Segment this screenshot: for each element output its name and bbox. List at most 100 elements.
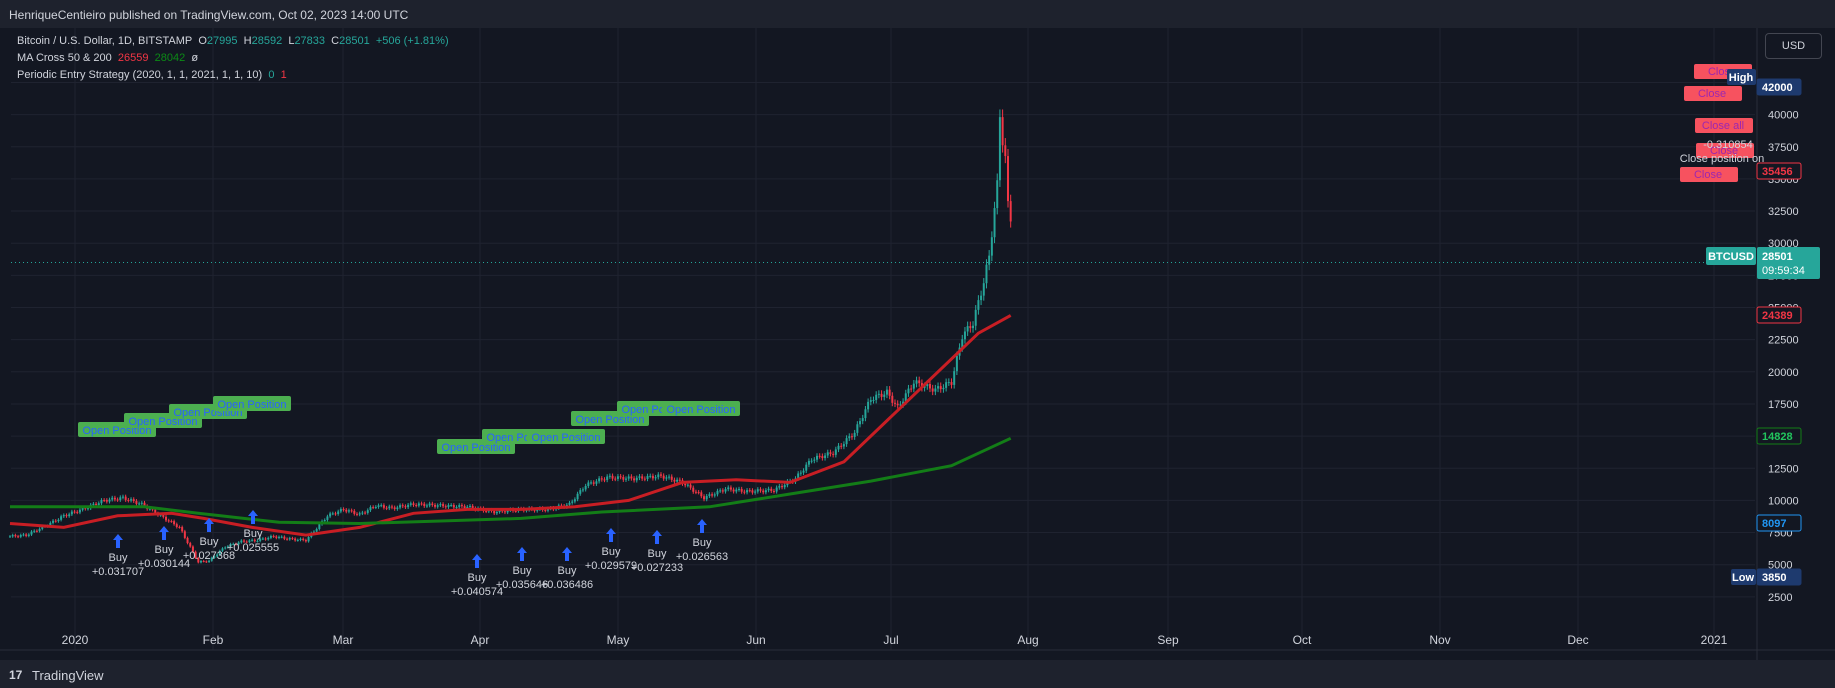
candle-body (544, 510, 547, 512)
candle-body (329, 513, 332, 517)
candle-body (872, 399, 875, 401)
ma-slow-value: 28042 (154, 52, 186, 64)
candle-body (364, 512, 367, 514)
candle-body (154, 509, 157, 514)
candle-body (910, 388, 913, 390)
candle-body (280, 536, 283, 538)
candle-body (762, 490, 765, 493)
candle-body (608, 475, 611, 477)
candle-body (807, 460, 810, 465)
candle-body (9, 536, 11, 538)
ma-extra: ø (191, 52, 199, 64)
candle-body (837, 445, 840, 450)
candle-body (821, 456, 824, 459)
candle-body (52, 520, 55, 523)
publisher-bar: HenriqueCentieiro published on TradingVi… (0, 0, 1835, 29)
candle-body (716, 490, 719, 495)
candle-body (705, 495, 708, 500)
low-label: L (288, 35, 295, 47)
strategy-name: Periodic Entry Strategy (2020, 1, 1, 202… (17, 69, 263, 81)
candle-body (302, 538, 305, 540)
candle-body (867, 401, 870, 410)
symbol-name[interactable]: Bitcoin / U.S. Dollar, 1D, BITSTAMP (17, 35, 193, 47)
candle-body (721, 490, 724, 492)
candle-body (283, 536, 286, 539)
currency-button[interactable]: USD (1765, 33, 1822, 59)
close-position-tag (1696, 143, 1754, 158)
candle-body (62, 515, 65, 517)
price-chart[interactable]: 2500500075001000012500150001750020000225… (0, 28, 1835, 660)
x-tick-label: 2021 (1701, 633, 1728, 647)
exit-value: -0.310854 (1703, 139, 1753, 151)
candle-body (183, 531, 186, 538)
candle-body (25, 534, 28, 536)
candle-body (568, 502, 571, 505)
candle-body (834, 449, 837, 455)
candle-body (205, 561, 208, 563)
candle-body (985, 264, 988, 284)
buy-arrow-icon (113, 534, 123, 548)
candle-body (697, 492, 700, 494)
candle-body (883, 394, 886, 397)
candle-body (899, 404, 902, 406)
candle-body (649, 475, 652, 477)
candle-body (711, 494, 714, 496)
candle-body (148, 508, 151, 510)
candle-body (342, 509, 345, 511)
candle-body (124, 496, 127, 500)
low-value: 3850 (1762, 572, 1786, 584)
candle-body (996, 180, 999, 209)
strategy-legend[interactable]: Periodic Entry Strategy (2020, 1, 1, 202… (17, 69, 287, 81)
y-tick-label: 12500 (1768, 463, 1799, 475)
high-label: High (1729, 72, 1754, 84)
candle-body (635, 477, 638, 481)
candle-body (38, 528, 41, 532)
candle-body (754, 491, 757, 493)
buy-value: +0.026563 (676, 551, 728, 563)
candle-body (918, 380, 921, 384)
candle-body (30, 531, 33, 535)
candle-body (286, 538, 289, 540)
candle-body (70, 511, 73, 515)
buy-arrow-icon (652, 530, 662, 544)
ma-legend[interactable]: MA Cross 50 & 200 26559 28042 ø (17, 52, 198, 64)
candle-body (686, 484, 689, 486)
buy-label: Buy (648, 548, 667, 560)
tradingview-brand[interactable]: TradingView (32, 668, 104, 683)
open-position-text: Open Position (441, 442, 510, 454)
candle-body (1006, 156, 1009, 202)
candle-body (442, 504, 445, 507)
candle-body (969, 326, 972, 329)
candle-body (463, 506, 466, 509)
candle-body (743, 491, 746, 493)
candle-body (937, 386, 940, 389)
candle-body (78, 509, 81, 513)
candle-body (431, 503, 434, 505)
candle-body (993, 208, 996, 238)
candle-body (415, 505, 418, 507)
candle-body (775, 487, 778, 492)
candle-body (974, 309, 977, 326)
candle-body (213, 556, 216, 558)
candle-body (684, 483, 687, 486)
candle-body (907, 388, 910, 394)
buy-label: Buy (602, 546, 621, 558)
candle-body (245, 541, 248, 543)
candle-body (350, 510, 353, 512)
candle-body (746, 490, 749, 493)
candle-body (498, 510, 501, 512)
candle-body (600, 478, 603, 480)
y-tick-label: 17500 (1768, 399, 1799, 411)
candle-body (689, 484, 692, 488)
buy-arrow-icon (248, 510, 258, 524)
candle-body (315, 529, 318, 532)
candle-body (977, 300, 980, 310)
candle-body (253, 539, 256, 542)
buy-label: Buy (513, 565, 532, 577)
x-tick-label: Nov (1429, 633, 1450, 647)
candle-body (439, 504, 442, 506)
candle-body (767, 488, 770, 491)
candle-body (759, 489, 762, 491)
candle-body (990, 237, 993, 256)
candle-body (934, 388, 937, 392)
